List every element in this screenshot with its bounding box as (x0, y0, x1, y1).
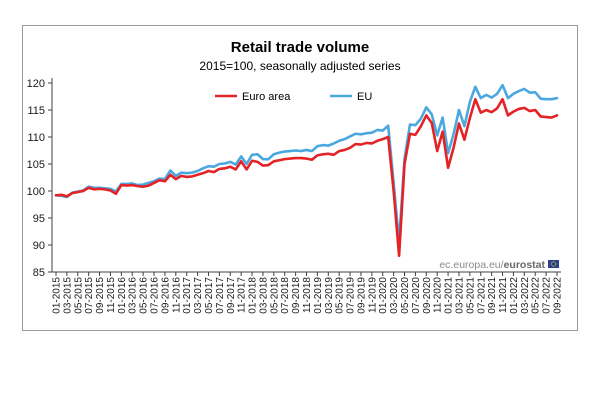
x-tick-label: 03-2021 (454, 277, 465, 314)
x-tick-label: 03-2022 (520, 277, 531, 314)
x-tick-label: 11-2021 (498, 277, 509, 313)
x-tick-label: 07-2016 (150, 277, 161, 314)
source-text: ec.europa.eu/eurostat (439, 259, 545, 271)
x-tick-label: 03-2015 (62, 277, 73, 314)
series-line-eu (54, 83, 559, 244)
x-tick-label: 11-2017 (237, 277, 248, 313)
x-tick-label: 09-2020 (422, 277, 433, 314)
x-tick-label: 09-2019 (356, 277, 367, 314)
eu-flag-icon (548, 260, 559, 268)
legend-label: EU (357, 91, 372, 103)
x-tick-label: 01-2019 (313, 277, 324, 314)
x-tick-label: 07-2020 (411, 277, 422, 314)
x-tick-label: 11-2019 (367, 277, 378, 313)
x-tick-label: 01-2022 (509, 277, 520, 314)
x-tick-label: 05-2016 (139, 277, 150, 314)
y-tick-label: 115 (27, 105, 45, 117)
x-tick-label: 09-2016 (160, 277, 171, 314)
y-tick-label: 105 (27, 159, 45, 171)
x-tick-label: 03-2020 (389, 277, 400, 314)
chart-title: Retail trade volume (231, 39, 369, 56)
x-tick-label: 05-2021 (465, 277, 476, 314)
x-tick-label: 05-2019 (335, 277, 346, 314)
x-tick-label: 07-2021 (476, 277, 487, 314)
x-tick-label: 01-2017 (182, 277, 193, 314)
source-domain: ec.europa.eu/ (439, 259, 503, 271)
x-tick-label: 03-2019 (324, 277, 335, 314)
x-tick-label: 01-2021 (444, 277, 455, 314)
series-line-euro-area (54, 97, 559, 258)
x-tick-label: 05-2020 (400, 277, 411, 314)
x-tick-label: 11-2016 (171, 277, 182, 313)
legend: Euro area EU (215, 91, 372, 103)
x-tick-label: 03-2017 (193, 277, 204, 314)
legend-label: Euro area (242, 91, 291, 103)
legend-entry-euro-area: Euro area (215, 91, 291, 103)
x-axis: 01-2015 03-2015 05-2015 07-2015 09-2015 11-20… (52, 271, 564, 314)
x-tick-label: 01-2018 (248, 277, 259, 314)
legend-entry-eu: EU (330, 91, 372, 103)
x-tick-label: 07-2019 (346, 277, 357, 314)
x-tick-label: 11-2015 (106, 277, 117, 313)
chart-subtitle: 2015=100, seasonally adjusted series (199, 59, 400, 73)
x-tick-label: 09-2021 (487, 277, 498, 314)
x-tick-label: 05-2017 (204, 277, 215, 314)
x-tick-label: 07-2017 (215, 277, 226, 314)
plot-area (54, 83, 559, 258)
x-tick-label: 09-2022 (553, 277, 564, 314)
y-tick-label: 85 (33, 267, 45, 279)
source-brand: eurostat (504, 259, 546, 271)
x-tick-label: 01-2016 (117, 277, 128, 314)
x-tick-label: 11-2020 (433, 277, 444, 313)
x-tick-label: 01-2020 (378, 277, 389, 314)
y-tick-label: 100 (27, 186, 45, 198)
x-tick-label: 09-2017 (226, 277, 237, 314)
chart-frame (22, 25, 578, 331)
x-tick-label: 07-2022 (542, 277, 553, 314)
x-tick-label: 11-2018 (302, 277, 313, 313)
x-tick-label: 07-2015 (84, 277, 95, 314)
x-tick-label: 01-2015 (52, 277, 63, 314)
x-tick-label: 09-2015 (95, 277, 106, 314)
y-axis: 85 90 95 100 105 110 115 120 (27, 78, 53, 279)
x-tick-label: 03-2018 (258, 277, 269, 314)
x-tick-label: 05-2022 (531, 277, 542, 314)
x-tick-label: 09-2018 (291, 277, 302, 314)
y-tick-label: 95 (33, 213, 45, 225)
x-tick-label: 05-2015 (73, 277, 84, 314)
x-tick-label: 07-2018 (280, 277, 291, 314)
x-tick-label: 05-2018 (269, 277, 280, 314)
x-tick-label: 03-2016 (128, 277, 139, 314)
y-tick-label: 90 (33, 240, 45, 252)
y-tick-label: 120 (27, 78, 45, 90)
y-tick-label: 110 (27, 132, 45, 144)
source-note: ec.europa.eu/eurostat (439, 259, 559, 271)
